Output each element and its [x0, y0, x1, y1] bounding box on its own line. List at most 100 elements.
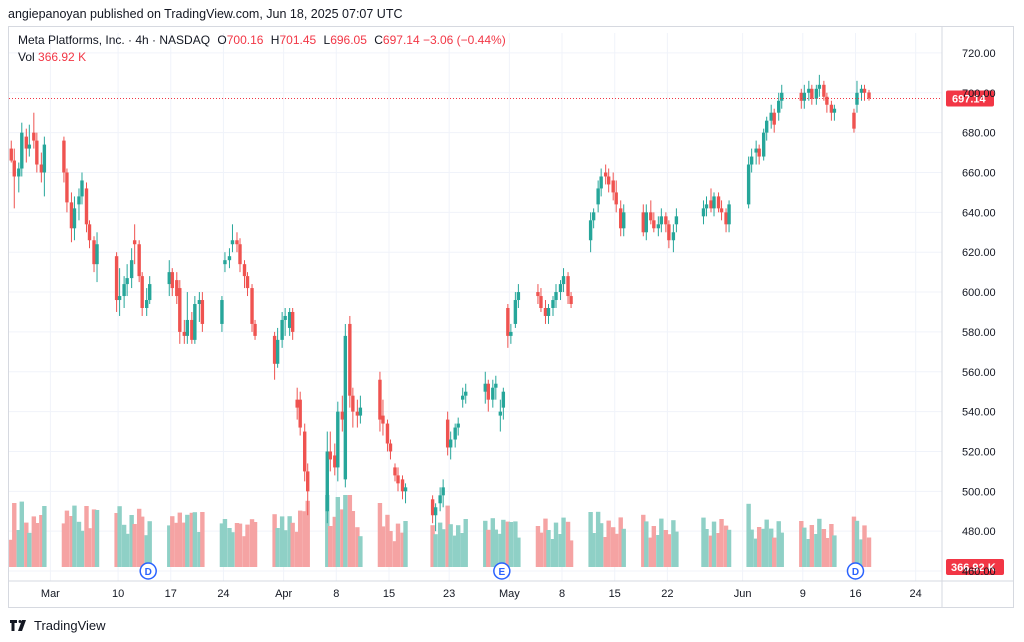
candle-body	[238, 244, 242, 265]
candle-body	[144, 300, 149, 308]
volume-bar	[12, 503, 17, 567]
volume-bar	[460, 533, 465, 567]
volume-bar	[358, 536, 363, 567]
volume-bar	[821, 529, 827, 567]
candle-body	[569, 296, 573, 305]
volume-bar	[144, 535, 149, 567]
candle-body	[749, 156, 754, 165]
candle-body	[536, 292, 540, 297]
candle-body	[358, 407, 363, 416]
candle-body	[170, 272, 174, 289]
candle-body	[441, 487, 445, 496]
volume-bar	[455, 525, 461, 567]
volume-bar	[433, 534, 438, 567]
candle-body	[65, 172, 69, 203]
volume-bar	[185, 514, 190, 567]
candle-body	[388, 443, 393, 452]
volume-bar	[294, 531, 300, 567]
volume-bar	[543, 518, 548, 567]
footer-brand[interactable]: TradingView	[10, 618, 106, 633]
candle-body	[32, 132, 36, 141]
volume-bar	[219, 523, 225, 567]
event-marker-icon	[846, 562, 865, 580]
y-tick-label: 640.00	[962, 207, 996, 219]
volume-bar	[332, 516, 337, 567]
volume-bar	[355, 527, 360, 567]
candle-body	[802, 92, 807, 101]
publisher-line: angiepanoyan published on TradingView.co…	[8, 7, 403, 21]
candle-body	[780, 92, 784, 101]
volume-bar	[129, 515, 134, 567]
candle-body	[17, 168, 21, 177]
tradingview-logo-icon	[10, 620, 26, 631]
candle-body	[95, 244, 99, 265]
candle-body	[769, 112, 773, 121]
volume-bar	[779, 532, 784, 567]
grid-layer	[9, 33, 942, 581]
volume-bar	[121, 524, 127, 567]
candle-body	[438, 495, 442, 504]
volume-bar	[591, 533, 596, 567]
volume-bar	[377, 503, 383, 567]
candle-body	[287, 311, 292, 328]
x-tick-label: 24	[910, 588, 922, 600]
y-tick-label: 700.00	[962, 88, 996, 100]
candle-body	[148, 284, 152, 301]
volume-bar	[79, 530, 85, 567]
volume-bar	[19, 501, 24, 567]
overlay-layer: 697.14 366.92 K D E D	[9, 90, 1004, 580]
candle-body	[483, 383, 487, 392]
candle-body	[810, 88, 814, 99]
x-tick-label: 17	[165, 588, 177, 600]
candlestick-chart[interactable]: 697.14 366.92 K D E D 720.00 700.00 680.00 660.…	[9, 27, 1013, 607]
volume-key: Vol	[18, 50, 35, 64]
volume-bar	[395, 523, 401, 567]
volume-bar	[806, 539, 812, 567]
candle-body	[619, 208, 623, 229]
candle-body	[303, 431, 307, 472]
x-tick-label: 23	[443, 588, 455, 600]
volume-bar	[756, 527, 762, 567]
y-tick-label: 460.00	[962, 566, 996, 578]
candle-body	[92, 240, 96, 265]
volume-bar	[719, 519, 724, 567]
volume-bar	[588, 512, 593, 567]
candle-body	[464, 391, 468, 396]
candle-body	[509, 331, 513, 336]
candle-body	[445, 419, 450, 448]
volume-bar	[513, 521, 518, 567]
event-marker-icon	[139, 562, 157, 580]
volume-bar	[9, 539, 14, 567]
candle-body	[701, 208, 706, 217]
candle-body	[122, 284, 126, 297]
symbol-legend: Meta Platforms, Inc. · 4h · NASDAQ O700.…	[18, 33, 506, 47]
candle-body	[491, 387, 495, 400]
volume-bar	[663, 530, 669, 567]
volume-bar	[862, 525, 867, 567]
volume-bar	[114, 513, 119, 567]
change-value: −3.06 (−0.44%)	[422, 33, 506, 47]
volume-layer	[9, 495, 872, 567]
volume-bar	[302, 511, 307, 567]
volume-bar	[723, 525, 729, 567]
volume-bar	[392, 541, 398, 567]
x-tick-label: Mar	[41, 588, 60, 600]
symbol-title: Meta Platforms, Inc. · 4h · NASDAQ	[18, 33, 211, 47]
candle-body	[114, 256, 119, 301]
volume-bar	[91, 509, 97, 567]
y-tick-label: 520.00	[962, 446, 996, 458]
candle-body	[719, 208, 724, 213]
volume-bar	[746, 503, 751, 567]
candle-body	[817, 84, 822, 89]
candle-body	[494, 383, 498, 388]
axis-layer: 720.00 700.00 680.00 660.00 640.00 620.00 600.…	[9, 27, 1013, 607]
x-tick-label: 22	[661, 588, 673, 600]
x-tick-label: Jun	[734, 588, 752, 600]
candle-body	[855, 92, 859, 105]
close-key: C	[374, 33, 383, 47]
candle-body	[275, 339, 280, 364]
volume-bar	[493, 529, 499, 567]
candle-body	[227, 256, 232, 261]
volume-bar	[42, 506, 47, 567]
chart-frame[interactable]: 697.14 366.92 K D E D 720.00 700.00 680.00 660.…	[8, 26, 1014, 608]
